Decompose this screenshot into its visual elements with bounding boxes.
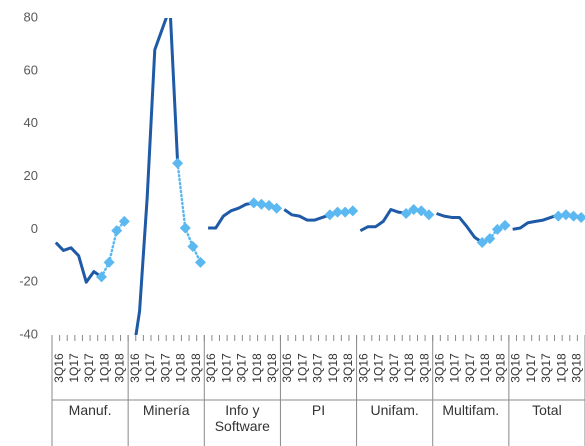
x-tick-label: 3Q17	[463, 353, 477, 383]
x-tick-label: 1Q18	[326, 353, 340, 383]
data-point	[339, 206, 351, 218]
data-point	[172, 157, 184, 169]
x-tick-label: 3Q18	[265, 353, 279, 383]
x-tick-label: 1Q18	[174, 353, 188, 383]
data-point	[415, 205, 427, 217]
x-tick-label: 3Q17	[311, 353, 325, 383]
x-tick-label: 3Q16	[433, 353, 447, 383]
y-tick-label: 40	[24, 115, 38, 130]
x-tick-label: 1Q17	[219, 353, 233, 383]
data-point	[484, 233, 496, 245]
x-tick-label: 3Q18	[341, 353, 355, 383]
y-tick-label: 60	[24, 62, 38, 77]
y-tick-label: -20	[19, 274, 38, 289]
data-point	[187, 241, 199, 253]
data-point	[476, 237, 488, 249]
x-tick-label: 1Q17	[372, 353, 386, 383]
plot-area	[54, 18, 585, 335]
data-point	[575, 211, 585, 223]
data-point	[552, 210, 564, 222]
x-tick-label: 3Q18	[570, 353, 584, 383]
y-tick-label: 0	[31, 221, 38, 236]
data-point	[248, 197, 260, 209]
y-tick-label: 80	[24, 9, 38, 24]
x-tick-label: 1Q17	[143, 353, 157, 383]
x-tick-label: 3Q17	[235, 353, 249, 383]
series-line	[54, 18, 559, 335]
x-tick-label: 3Q18	[189, 353, 203, 383]
data-point	[271, 202, 283, 214]
data-point	[255, 198, 267, 210]
x-tick-label: 3Q16	[509, 353, 523, 383]
group-label: Multifam.	[442, 402, 500, 418]
data-point	[332, 206, 344, 218]
data-point	[118, 215, 130, 227]
x-tick-label: 3Q16	[128, 353, 142, 383]
x-tick-label: 3Q16	[280, 353, 294, 383]
series-line	[100, 162, 583, 279]
x-tick-label: 3Q17	[387, 353, 401, 383]
y-tick-label: 20	[24, 168, 38, 183]
x-tick-label: 1Q17	[295, 353, 309, 383]
x-tick-label: 1Q18	[97, 353, 111, 383]
group-label: Minería	[142, 402, 190, 418]
x-tick-label: 1Q18	[250, 353, 264, 383]
x-tick-label: 1Q18	[402, 353, 416, 383]
data-point	[95, 271, 107, 283]
x-tick-label: 1Q18	[554, 353, 568, 383]
group-label: Unifam.	[370, 402, 419, 418]
data-point	[103, 256, 115, 268]
x-tick-label: 3Q17	[82, 353, 96, 383]
group-label: Manuf.	[68, 402, 112, 418]
x-tick-label: 3Q16	[204, 353, 218, 383]
x-tick-label: 3Q16	[52, 353, 66, 383]
data-point	[194, 256, 206, 268]
x-tick-label: 1Q17	[67, 353, 81, 383]
data-point	[499, 219, 511, 231]
data-point	[568, 210, 580, 222]
data-point	[111, 225, 123, 237]
x-tick-label: 1Q17	[448, 353, 462, 383]
x-tick-label: 3Q17	[158, 353, 172, 383]
y-tick-label: -40	[19, 326, 38, 341]
x-tick-label: 3Q17	[539, 353, 553, 383]
group-label: Info y Software	[214, 402, 270, 434]
data-point	[347, 205, 359, 217]
data-point	[423, 209, 435, 221]
x-tick-label: 3Q18	[113, 353, 127, 383]
group-label: PI	[311, 402, 326, 418]
x-tick-label: 1Q17	[524, 353, 538, 383]
x-tick-label: 3Q16	[356, 353, 370, 383]
data-point	[179, 222, 191, 234]
x-tick-label: 3Q18	[417, 353, 431, 383]
data-point	[408, 204, 420, 216]
data-point	[400, 207, 412, 219]
x-tick-label: 1Q18	[478, 353, 492, 383]
data-point	[491, 223, 503, 235]
x-tick-label: 3Q18	[493, 353, 507, 383]
group-label: Total	[532, 402, 562, 418]
data-point	[560, 209, 572, 221]
